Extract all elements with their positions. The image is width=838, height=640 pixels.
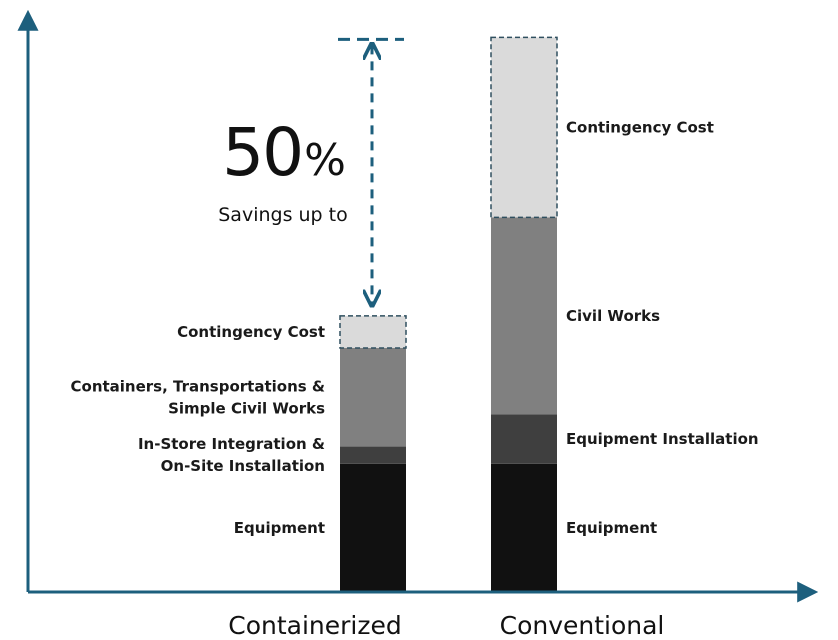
- label-conventional-contingency-cost: Contingency Cost: [566, 118, 714, 136]
- category-labels: Containerized Conventional: [228, 611, 664, 640]
- bar-conventional-contingency-cost: [490, 36, 558, 219]
- category-label-conventional: Conventional: [500, 611, 665, 640]
- label-conventional-equipment-installation: Equipment Installation: [566, 430, 759, 448]
- savings-annotation: 50% Savings up to: [218, 37, 404, 304]
- savings-caption: Savings up to: [218, 204, 347, 226]
- bar-conventional-equipment-installation: [491, 414, 557, 464]
- bar-conventional-equipment: [491, 463, 557, 592]
- bar-conventional-civil-works: [491, 217, 557, 415]
- bars-layer: [339, 36, 558, 592]
- axes: [17, 9, 819, 603]
- label-containerized-contingency-cost: Contingency Cost: [177, 323, 325, 341]
- label-conventional-equipment: Equipment: [566, 519, 657, 537]
- label-containerized-in-store-integration-on-site-installation: In-Store Integration & On-Site Installati…: [138, 435, 325, 475]
- bar-containerized-containers-transportations-simple-civil-works: [340, 347, 406, 447]
- bar-containerized-contingency-cost: [339, 315, 407, 349]
- segment-labels-layer: Equipment In-Store Integration & On-Site I…: [71, 118, 759, 537]
- label-containerized-equipment: Equipment: [234, 519, 325, 537]
- label-conventional-civil-works: Civil Works: [566, 307, 660, 325]
- bar-containerized-in-store-integration-on-site-installation: [340, 446, 406, 464]
- savings-percent: 50%: [222, 114, 344, 191]
- category-label-containerized: Containerized: [228, 611, 402, 640]
- label-containerized-containers-transportations-simple-civil-works: Containers, Transportations & Simple Civi…: [71, 377, 326, 417]
- bar-containerized-equipment: [340, 463, 406, 592]
